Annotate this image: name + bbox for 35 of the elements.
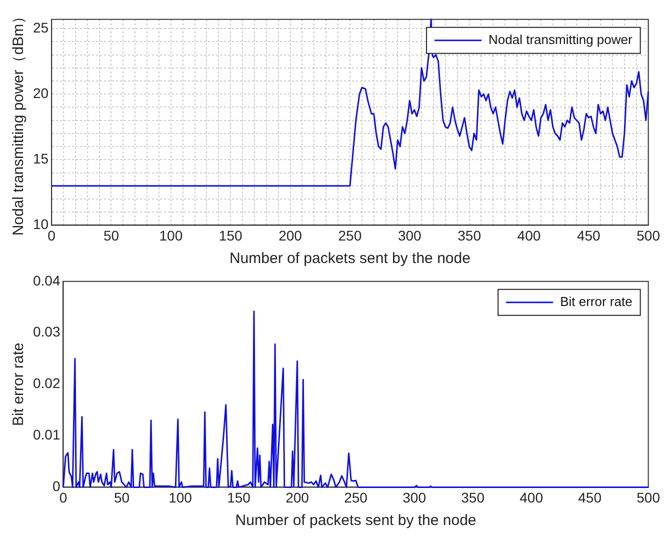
x-tick-label: 50 [114, 489, 130, 506]
x-axis-title: Number of packets sent by the node [229, 250, 470, 268]
y-tick-label: 0.01 [33, 426, 60, 443]
y-tick-label: 0.03 [33, 324, 60, 340]
x-tick-label: 400 [517, 227, 541, 244]
x-tick-label: 500 [636, 227, 660, 244]
y-tick-label: 20 [32, 84, 49, 101]
x-tick-label: 150 [218, 227, 242, 244]
y-tick-label: 15 [32, 150, 49, 167]
y-axis-title: Nodal transmitting power（dBm） [10, 8, 28, 236]
legend-label: Nodal transmitting power [488, 32, 633, 47]
y-tick-label: 25 [32, 19, 49, 36]
x-tick-label: 250 [338, 227, 362, 244]
x-tick-label: 250 [344, 489, 368, 506]
x-tick-label: 400 [520, 489, 544, 506]
x-tick-label: 150 [227, 489, 251, 506]
x-tick-label: 300 [398, 227, 422, 244]
x-tick-label: 350 [461, 489, 485, 506]
x-tick-label: 350 [458, 227, 482, 244]
x-axis-title: Number of packets sent by the node [235, 512, 476, 530]
x-tick-label: 50 [103, 227, 120, 244]
x-tick-label: 100 [168, 489, 192, 506]
x-tick-label: 450 [576, 227, 601, 244]
x-tick-label: 200 [278, 227, 302, 244]
legend-label: Bit error rate [560, 294, 632, 309]
y-tick-label: 10 [32, 216, 49, 232]
x-tick-label: 450 [578, 489, 602, 506]
x-tick-label: 500 [636, 489, 660, 506]
x-tick-label: 200 [286, 489, 310, 506]
y-axis-title: Bit error rate [10, 342, 28, 426]
y-tick-label: 0.04 [33, 272, 60, 288]
x-tick-label: 100 [159, 227, 183, 244]
x-tick-label: 300 [402, 489, 426, 506]
y-tick-label: 0.02 [33, 375, 60, 392]
y-tick-label: 0 [52, 478, 60, 494]
